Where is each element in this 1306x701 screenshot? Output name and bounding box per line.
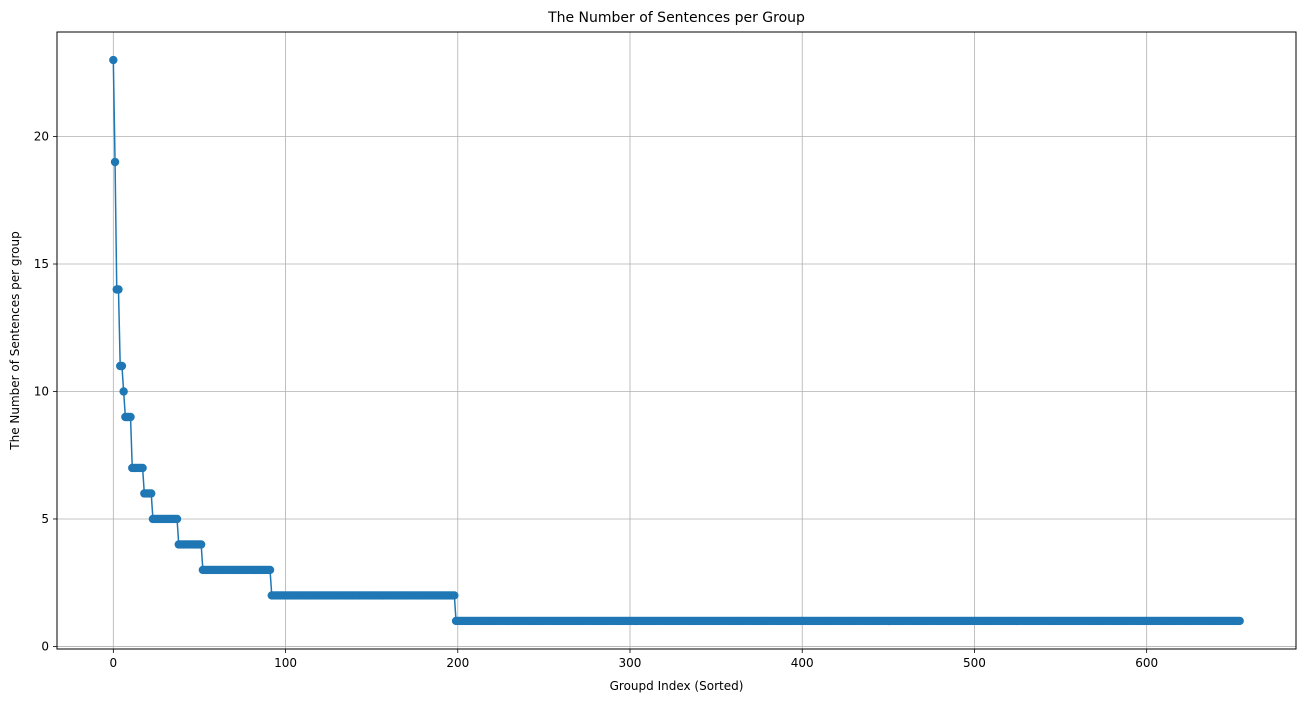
y-tick-label: 20 (34, 130, 49, 144)
x-axis-label: Groupd Index (Sorted) (610, 679, 744, 693)
data-point (114, 285, 123, 294)
y-axis-label: The Number of Sentences per group (8, 231, 22, 450)
data-point (196, 540, 206, 549)
data-point (147, 489, 156, 498)
data-point (109, 55, 118, 65)
y-tick-label: 10 (34, 384, 49, 398)
x-tick-label: 100 (274, 656, 297, 670)
x-tick-label: 500 (963, 656, 986, 670)
x-tick-label: 200 (446, 656, 469, 670)
x-tick-label: 600 (1135, 656, 1158, 670)
data-point (172, 514, 182, 524)
data-point (450, 591, 459, 600)
x-tick-label: 300 (619, 656, 642, 670)
x-tick-label: 0 (109, 656, 117, 670)
data-point (1235, 616, 1244, 626)
x-tick-label: 400 (791, 656, 814, 670)
plot-frame (56, 31, 1297, 650)
data-point (117, 361, 127, 371)
data-point (119, 387, 128, 396)
chart-title: The Number of Sentences per Group (547, 10, 805, 26)
ticks: 0 100 200 300 400 500 600 0 5 10 15 20 (34, 130, 1158, 670)
plot-area (57, 32, 1296, 649)
data-point (110, 157, 120, 167)
y-tick-label: 0 (41, 639, 49, 653)
data-point (265, 565, 275, 575)
y-tick-label: 5 (41, 512, 49, 526)
data-point (126, 412, 135, 422)
y-tick-label: 15 (34, 257, 49, 271)
data-marks (109, 55, 1244, 626)
gridlines (57, 32, 1296, 649)
data-point (138, 463, 147, 473)
